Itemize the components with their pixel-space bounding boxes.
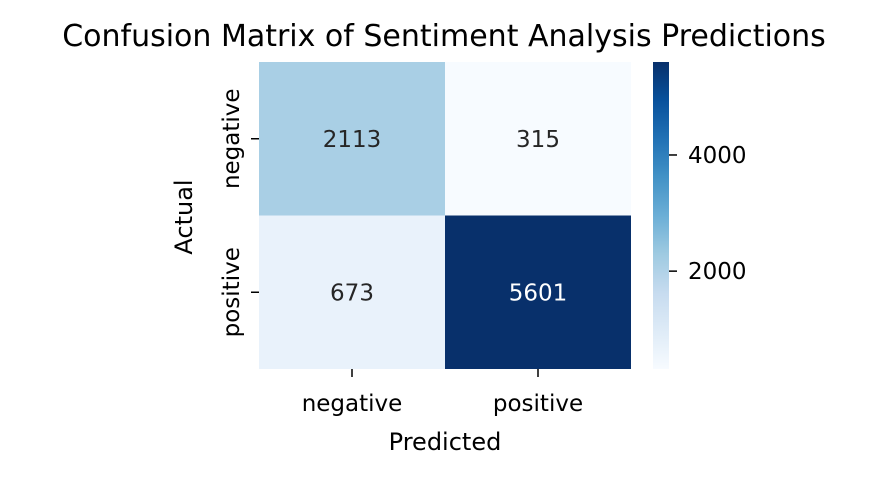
cell-value-label: 2113 [323,127,382,153]
colorbar-tick-label: 2000 [688,259,747,285]
heatmap-cells [259,62,631,369]
heatmap-cell-negative-positive [445,62,631,216]
x-axis: negative positive [302,369,583,417]
x-tick-label: positive [493,391,583,417]
y-tick-label: positive [219,247,245,337]
cell-value-label: 315 [516,127,560,153]
heatmap-cell-labels: 2113 315 673 5601 [323,127,568,307]
cell-value-label: 673 [330,280,374,306]
x-tick-label: negative [302,391,403,417]
chart-title: Confusion Matrix of Sentiment Analysis P… [62,19,826,54]
cell-value-label: 5601 [509,280,568,306]
colorbar-gradient [653,62,669,369]
y-tick-label: negative [219,88,245,189]
colorbar: 2000 4000 [653,62,747,369]
x-axis-label: Predicted [389,428,502,456]
colorbar-tick-label: 4000 [688,143,747,169]
heatmap-cell-positive-negative [259,215,445,369]
heatmap-cell-negative-negative [259,62,445,216]
heatmap-cell-positive-positive [445,215,631,369]
y-axis-label: Actual [170,179,198,254]
y-axis: negative positive [219,88,259,337]
